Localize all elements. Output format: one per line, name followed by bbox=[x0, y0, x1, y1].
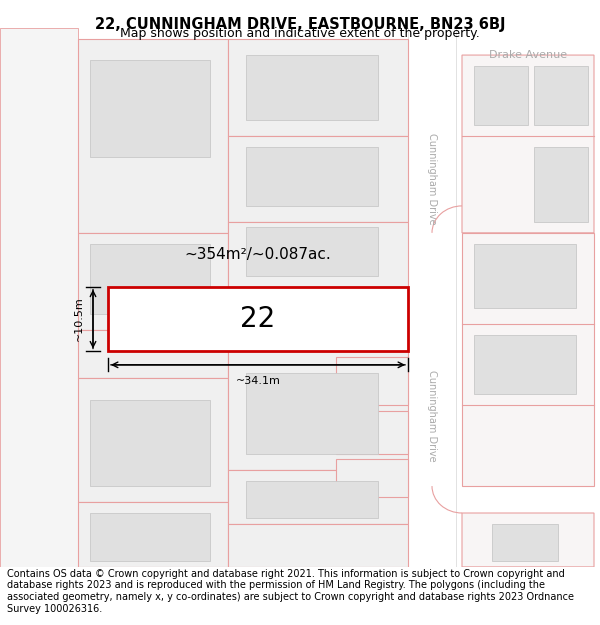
Bar bbox=[78, 378, 228, 503]
Bar bbox=[90, 513, 210, 561]
Bar bbox=[246, 55, 378, 120]
Bar bbox=[90, 400, 210, 486]
Bar bbox=[474, 66, 528, 125]
Bar bbox=[228, 351, 408, 470]
Bar bbox=[246, 228, 378, 276]
Bar bbox=[246, 481, 378, 518]
Bar bbox=[228, 470, 408, 524]
FancyBboxPatch shape bbox=[462, 55, 594, 233]
Bar bbox=[534, 147, 588, 222]
Bar bbox=[246, 373, 378, 454]
Bar bbox=[78, 330, 228, 378]
Bar bbox=[228, 39, 408, 136]
Text: Contains OS data © Crown copyright and database right 2021. This information is : Contains OS data © Crown copyright and d… bbox=[7, 569, 574, 614]
Text: 22, CUNNINGHAM DRIVE, EASTBOURNE, BN23 6BJ: 22, CUNNINGHAM DRIVE, EASTBOURNE, BN23 6… bbox=[95, 17, 505, 32]
Bar bbox=[336, 459, 408, 497]
Text: Drake Avenue: Drake Avenue bbox=[489, 50, 567, 60]
Bar bbox=[492, 524, 558, 561]
Bar bbox=[336, 357, 408, 405]
Text: Cunningham Drive: Cunningham Drive bbox=[427, 370, 437, 462]
Text: ~354m²/~0.087ac.: ~354m²/~0.087ac. bbox=[185, 247, 331, 262]
Bar bbox=[228, 136, 408, 222]
Text: Map shows position and indicative extent of the property.: Map shows position and indicative extent… bbox=[120, 28, 480, 41]
Bar bbox=[246, 147, 378, 206]
Bar bbox=[90, 244, 210, 314]
Bar bbox=[0, 28, 78, 567]
Text: Cunningham Drive: Cunningham Drive bbox=[427, 133, 437, 225]
Bar bbox=[78, 39, 228, 233]
Bar bbox=[336, 411, 408, 454]
FancyBboxPatch shape bbox=[462, 513, 594, 567]
Bar bbox=[228, 524, 408, 567]
Bar bbox=[462, 233, 594, 486]
Text: ~34.1m: ~34.1m bbox=[236, 376, 280, 386]
Bar bbox=[474, 244, 576, 308]
Bar bbox=[474, 335, 576, 394]
Bar bbox=[534, 66, 588, 125]
Bar bbox=[228, 222, 408, 287]
Bar bbox=[90, 61, 210, 158]
Bar bbox=[408, 28, 456, 567]
Bar bbox=[78, 503, 228, 567]
Text: ~10.5m: ~10.5m bbox=[74, 297, 84, 341]
Text: 22: 22 bbox=[241, 305, 275, 333]
Bar bbox=[78, 233, 228, 330]
Bar bbox=[222, 298, 354, 341]
Bar bbox=[108, 287, 408, 351]
